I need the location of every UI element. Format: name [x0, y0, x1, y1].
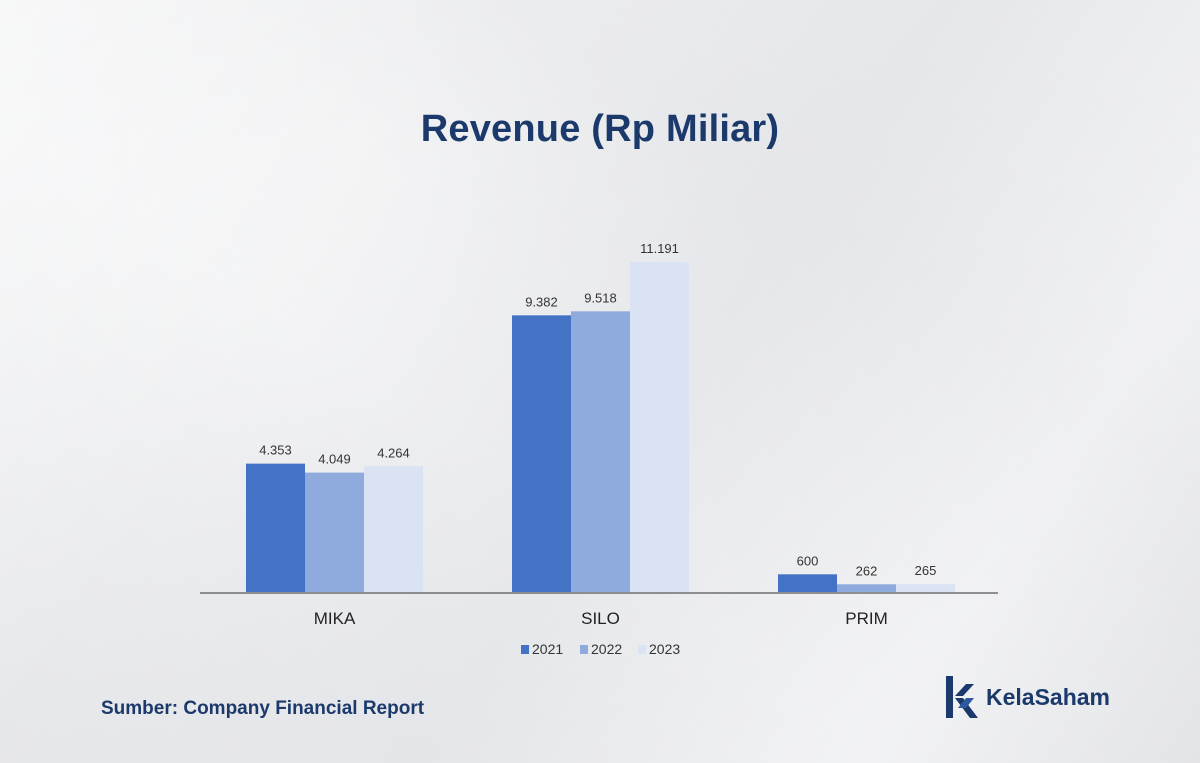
bar-silo-2021: [512, 315, 571, 592]
bar-mika-2023: [364, 466, 423, 592]
bar-silo-2022: [571, 311, 630, 592]
data-label-silo-2022: 9.518: [584, 290, 617, 305]
data-label-prim-2021: 600: [797, 553, 819, 568]
bar-mika-2021: [246, 463, 305, 592]
brand-name: KelaSaham: [986, 683, 1111, 710]
legend-swatch-2022: [580, 645, 588, 654]
data-label-silo-2023: 11.191: [640, 241, 679, 256]
x-tick-label-silo: SILO: [581, 609, 620, 628]
data-label-prim-2022: 262: [856, 563, 878, 578]
data-label-prim-2023: 265: [915, 563, 937, 578]
legend-label-2021: 2021: [532, 641, 563, 657]
data-label-silo-2021: 9.382: [525, 294, 558, 309]
legend-label-2022: 2022: [591, 641, 622, 657]
x-tick-label-prim: PRIM: [845, 609, 888, 628]
bar-prim-2022: [837, 584, 896, 592]
legend-label-2023: 2023: [649, 641, 680, 657]
x-tick-label-mika: MIKA: [314, 609, 356, 628]
bar-prim-2023: [896, 584, 955, 592]
kelasaham-logo-icon: [946, 676, 978, 718]
data-label-mika-2022: 4.049: [318, 452, 351, 467]
bar-silo-2023: [630, 262, 689, 592]
data-label-mika-2023: 4.264: [377, 445, 410, 460]
bar-prim-2021: [778, 574, 837, 592]
bar-mika-2022: [305, 472, 364, 592]
brand-logo: KelaSaham: [944, 672, 1110, 722]
source-note: Sumber: Company Financial Report: [101, 698, 425, 719]
legend-swatch-2021: [521, 645, 529, 654]
data-label-mika-2021: 4.353: [259, 443, 292, 458]
legend-swatch-2023: [638, 645, 646, 654]
chart-title: Revenue (Rp Miliar): [420, 108, 780, 150]
